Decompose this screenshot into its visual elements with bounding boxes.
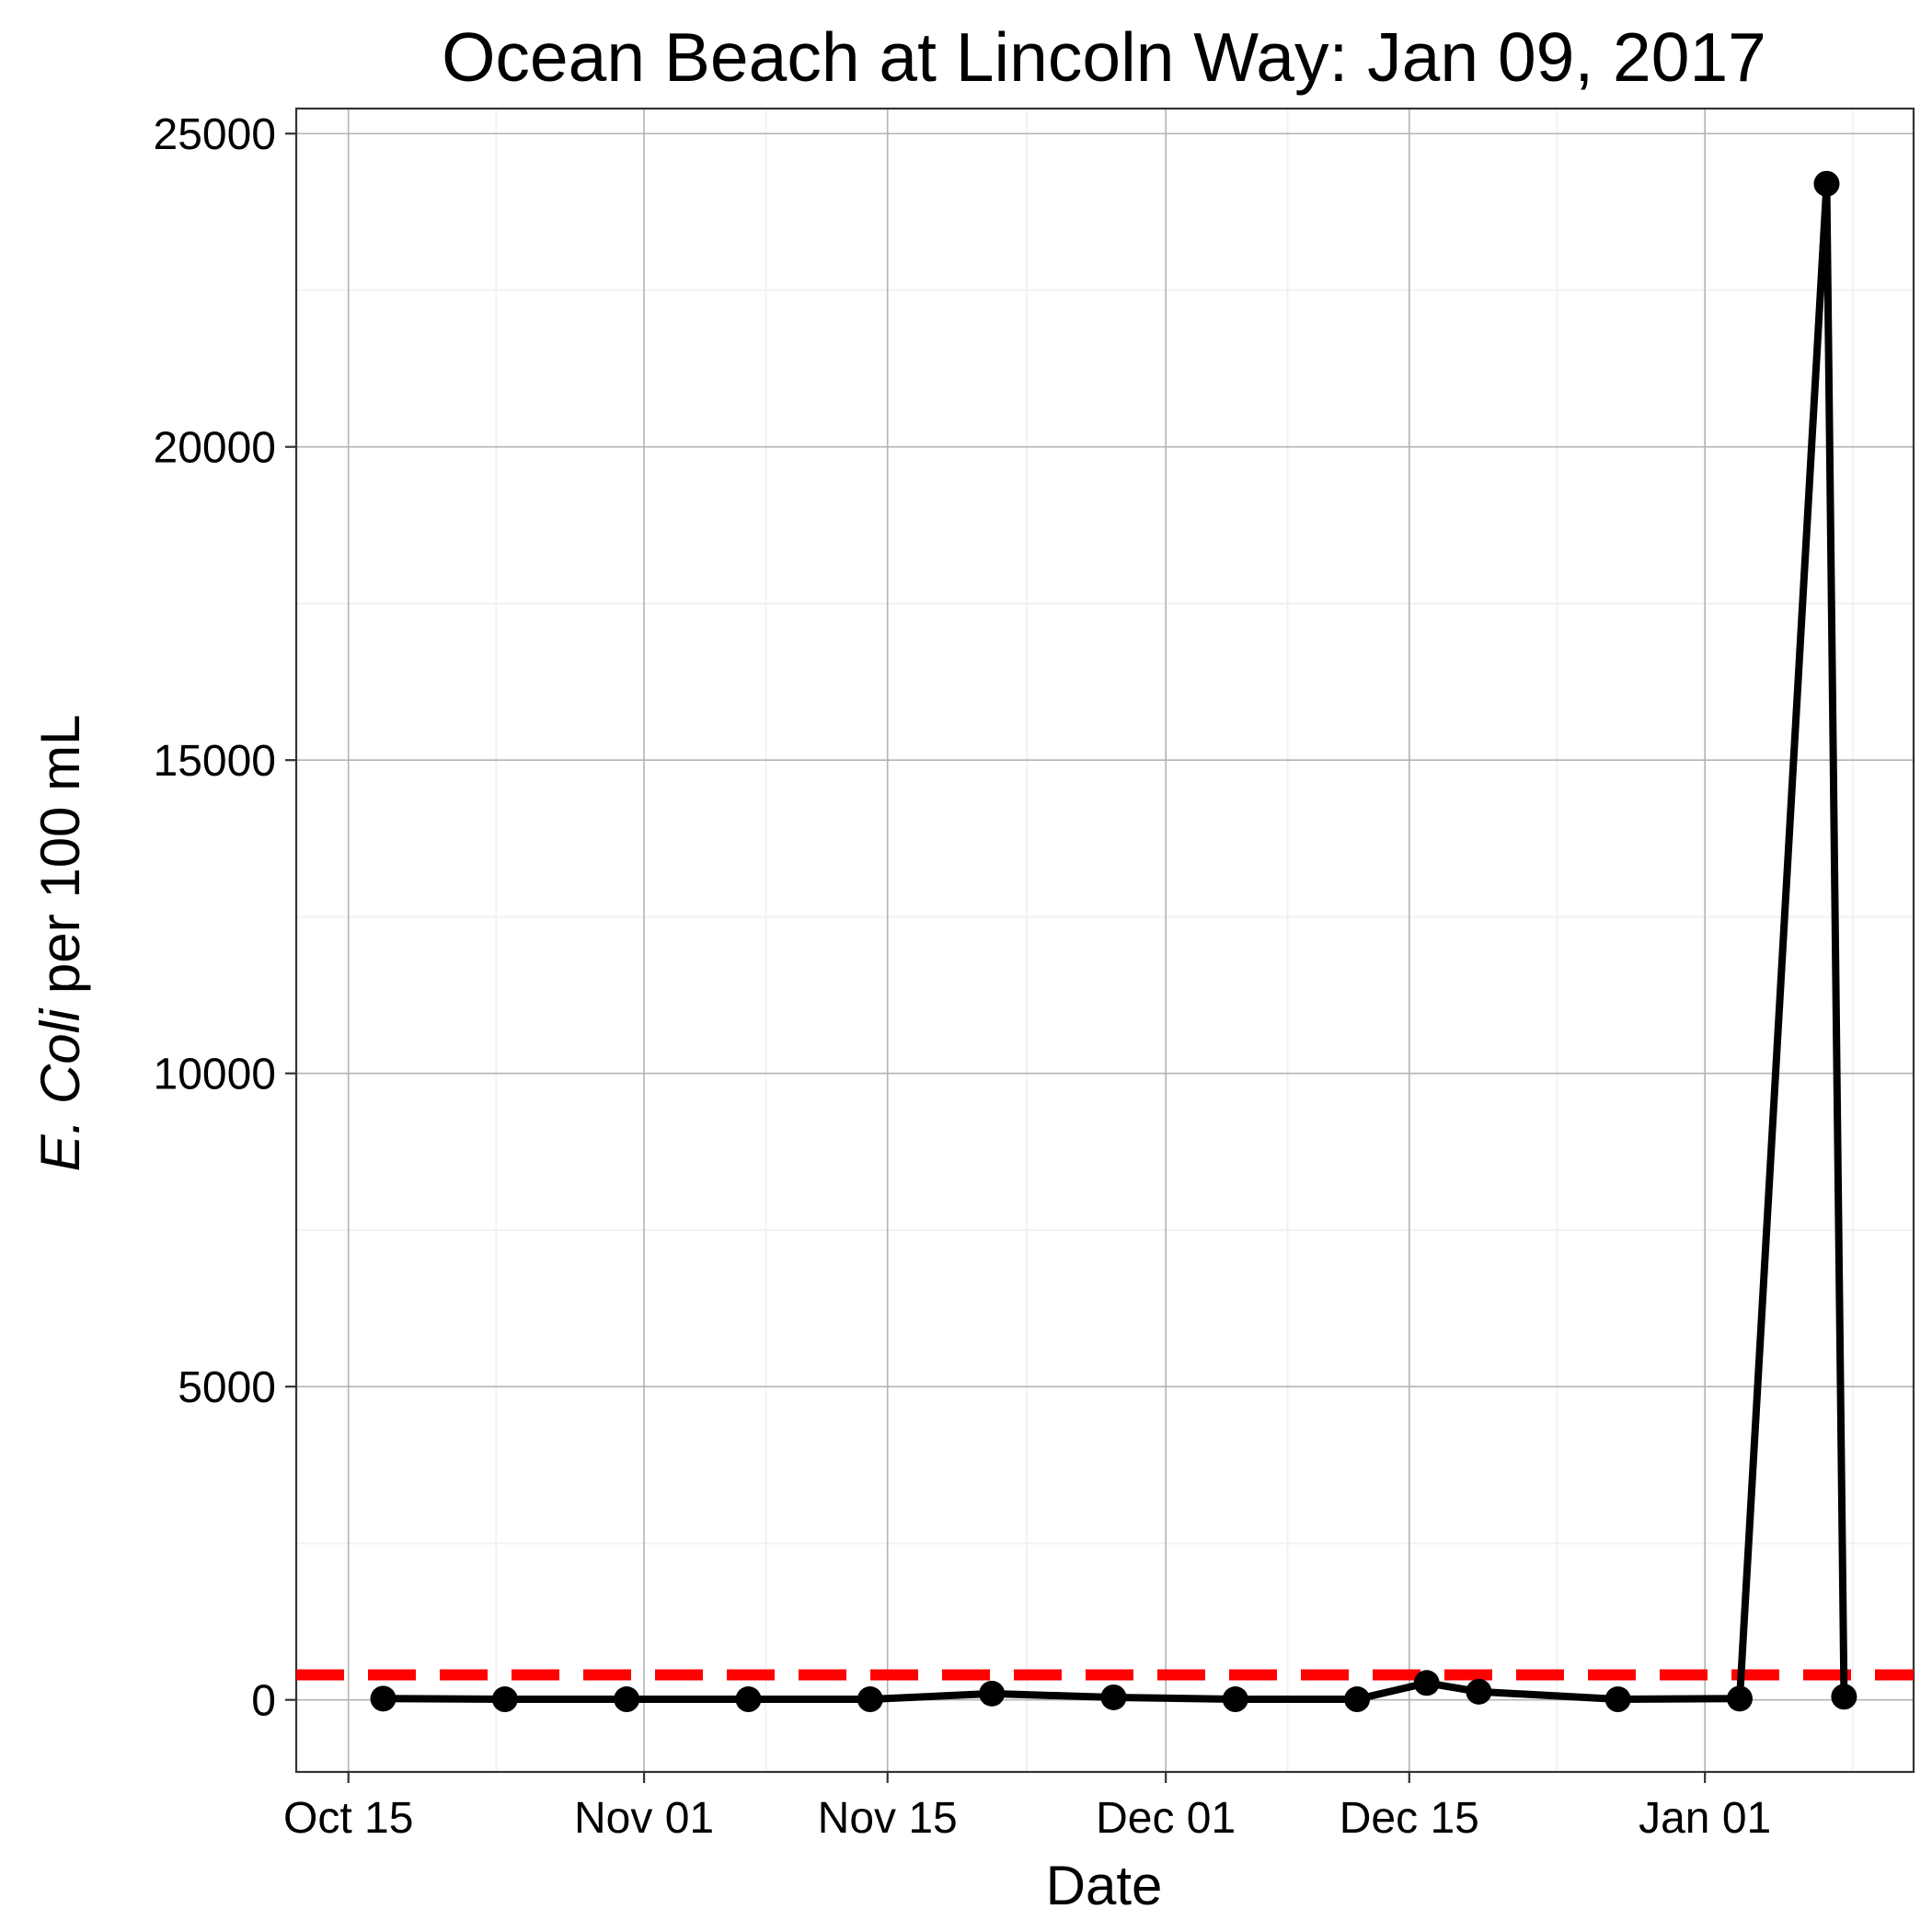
data-point: [979, 1680, 1006, 1707]
y-tick-label: 25000: [154, 110, 276, 159]
x-tick-label: Nov 15: [818, 1794, 958, 1843]
data-point: [1726, 1685, 1753, 1712]
y-tick-label: 10000: [154, 1051, 276, 1099]
data-point: [1100, 1684, 1127, 1710]
x-tick-label: Nov 01: [574, 1794, 714, 1843]
y-tick-label: 5000: [178, 1363, 276, 1412]
data-point: [370, 1685, 397, 1712]
x-tick-label: Oct 15: [283, 1794, 413, 1843]
data-point: [1604, 1686, 1631, 1713]
plot-background: [296, 109, 1914, 1772]
x-tick-label: Dec 15: [1340, 1794, 1479, 1843]
data-point: [1466, 1678, 1492, 1705]
data-point: [735, 1686, 762, 1713]
plot-area: Oct 15 Nov 01 Nov 15 Dec 01 Dec 15 Jan 01 0 500…: [154, 107, 1915, 1843]
data-point: [1813, 170, 1840, 197]
plot-border: [294, 107, 1915, 1774]
y-tick-label: 20000: [154, 424, 276, 473]
y-tick-label: 15000: [154, 737, 276, 786]
data-point: [1222, 1686, 1248, 1713]
data-point: [857, 1686, 883, 1713]
y-tick-label: 0: [251, 1677, 276, 1726]
data-point: [614, 1686, 640, 1713]
data-point: [1344, 1686, 1371, 1713]
x-tick-label: Dec 01: [1096, 1794, 1236, 1843]
chart-title: Ocean Beach at Lincoln Way: Jan 09, 2017: [442, 18, 1766, 96]
x-tick-label: Jan 01: [1639, 1794, 1771, 1843]
data-point: [1413, 1670, 1440, 1696]
x-axis-label: Date: [1046, 1855, 1163, 1916]
y-axis-label: E. Coli per 100 mL: [29, 715, 91, 1172]
y-axis-label-rest: per 100 mL: [29, 715, 91, 1009]
y-axis-label-italic: E. Coli: [29, 1007, 91, 1171]
data-point: [491, 1686, 518, 1713]
data-point: [1831, 1684, 1857, 1710]
